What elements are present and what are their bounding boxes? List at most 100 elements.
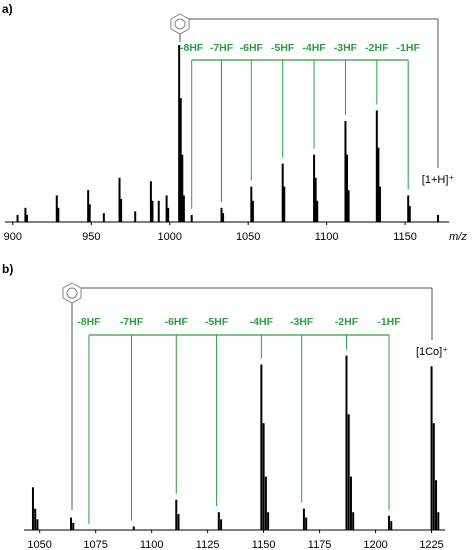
peak — [408, 206, 411, 222]
peak — [175, 499, 178, 530]
benzene-icon-a — [170, 13, 439, 168]
x-tick-label: 1150 — [252, 539, 276, 550]
peak — [375, 110, 378, 222]
peak — [102, 213, 105, 222]
annotation-label: -1HF — [397, 42, 421, 54]
annotation-label: -7HF — [210, 42, 234, 54]
x-tick-label: 1100 — [140, 539, 164, 550]
annotation-label: -3HF — [290, 316, 314, 328]
x-tick-label: 1100 — [315, 231, 339, 243]
peak — [316, 200, 319, 222]
peak — [313, 154, 316, 222]
peak — [220, 207, 223, 222]
annotation-label: -5HF — [271, 42, 295, 54]
x-tick-label: 1225 — [419, 539, 443, 550]
annotation-label: -4HF — [302, 42, 326, 54]
peak — [262, 423, 265, 530]
annotation-label: -7HF — [120, 316, 144, 328]
peak — [377, 147, 380, 222]
annotation-label: -6HF — [240, 42, 264, 54]
peak — [120, 198, 123, 222]
peak — [264, 476, 267, 530]
annotation-label: -1HF — [377, 316, 401, 328]
peak — [346, 154, 349, 222]
peak — [347, 190, 350, 222]
peak — [267, 512, 270, 530]
annotation-label: -8HF — [180, 42, 204, 54]
peak — [250, 186, 253, 222]
peak — [378, 186, 381, 222]
x-tick-label: 1000 — [157, 231, 181, 243]
x-tick-label: 900 — [4, 231, 22, 243]
peak — [31, 487, 34, 530]
annotation-label: -8HF — [77, 316, 101, 328]
peak — [87, 190, 90, 222]
panel-label: b) — [2, 262, 13, 276]
peak — [190, 214, 193, 222]
peak — [302, 508, 305, 530]
peak — [432, 423, 435, 530]
peak — [281, 163, 284, 222]
peak — [179, 98, 182, 222]
peak — [55, 195, 58, 222]
peak — [347, 414, 350, 530]
x-tick-label: 1050 — [27, 539, 51, 550]
annotation-label: -3HF — [334, 42, 358, 54]
peak — [165, 195, 168, 222]
peak — [305, 517, 308, 530]
peak — [134, 211, 137, 222]
peak — [149, 181, 152, 222]
peak — [390, 521, 393, 530]
peak — [407, 195, 410, 222]
peak — [314, 177, 317, 222]
x-tick-label: 1200 — [363, 539, 387, 550]
x-tick-label: 1050 — [236, 231, 260, 243]
annotation-label: -2HF — [365, 42, 389, 54]
peak — [437, 214, 440, 222]
peak — [151, 200, 154, 222]
peak — [36, 519, 39, 530]
x-tick-label: 1075 — [83, 539, 107, 550]
peak — [430, 366, 433, 530]
peak — [352, 512, 355, 530]
x-tick-label: 1150 — [393, 231, 417, 243]
peak — [251, 200, 254, 222]
peak — [344, 121, 347, 222]
peak — [222, 213, 225, 222]
annotation-label: -5HF — [205, 316, 229, 328]
peak — [181, 154, 184, 222]
benzene-icon-b — [62, 282, 433, 510]
peak — [157, 200, 160, 222]
peak — [349, 476, 352, 530]
peak — [167, 207, 170, 222]
x-tick-label: 1175 — [308, 539, 332, 550]
peak — [217, 512, 220, 530]
peak — [435, 480, 438, 530]
peak — [345, 355, 348, 530]
peak — [283, 186, 286, 222]
peak — [57, 207, 60, 222]
peak — [178, 45, 181, 222]
peak — [388, 515, 391, 530]
peak — [16, 214, 19, 222]
peak — [70, 517, 73, 530]
annotation-label: -6HF — [165, 316, 189, 328]
annotation-label: -2HF — [335, 316, 359, 328]
x-tick-label: 1125 — [196, 539, 220, 550]
peak — [260, 364, 263, 530]
peak — [182, 195, 185, 222]
peak — [177, 513, 180, 530]
peak — [88, 204, 91, 222]
peak — [220, 519, 223, 530]
panel-label: a) — [2, 2, 13, 16]
peak — [132, 526, 135, 530]
x-axis-label: m/z — [449, 231, 467, 243]
peak — [118, 177, 121, 222]
peak — [72, 522, 75, 530]
x-tick-label: 950 — [82, 231, 100, 243]
ion-label: [1Co]⁺ — [416, 346, 448, 358]
ion-label: [1+H]⁺ — [422, 174, 455, 186]
annotation-label: -4HF — [250, 316, 274, 328]
peak — [437, 512, 440, 530]
